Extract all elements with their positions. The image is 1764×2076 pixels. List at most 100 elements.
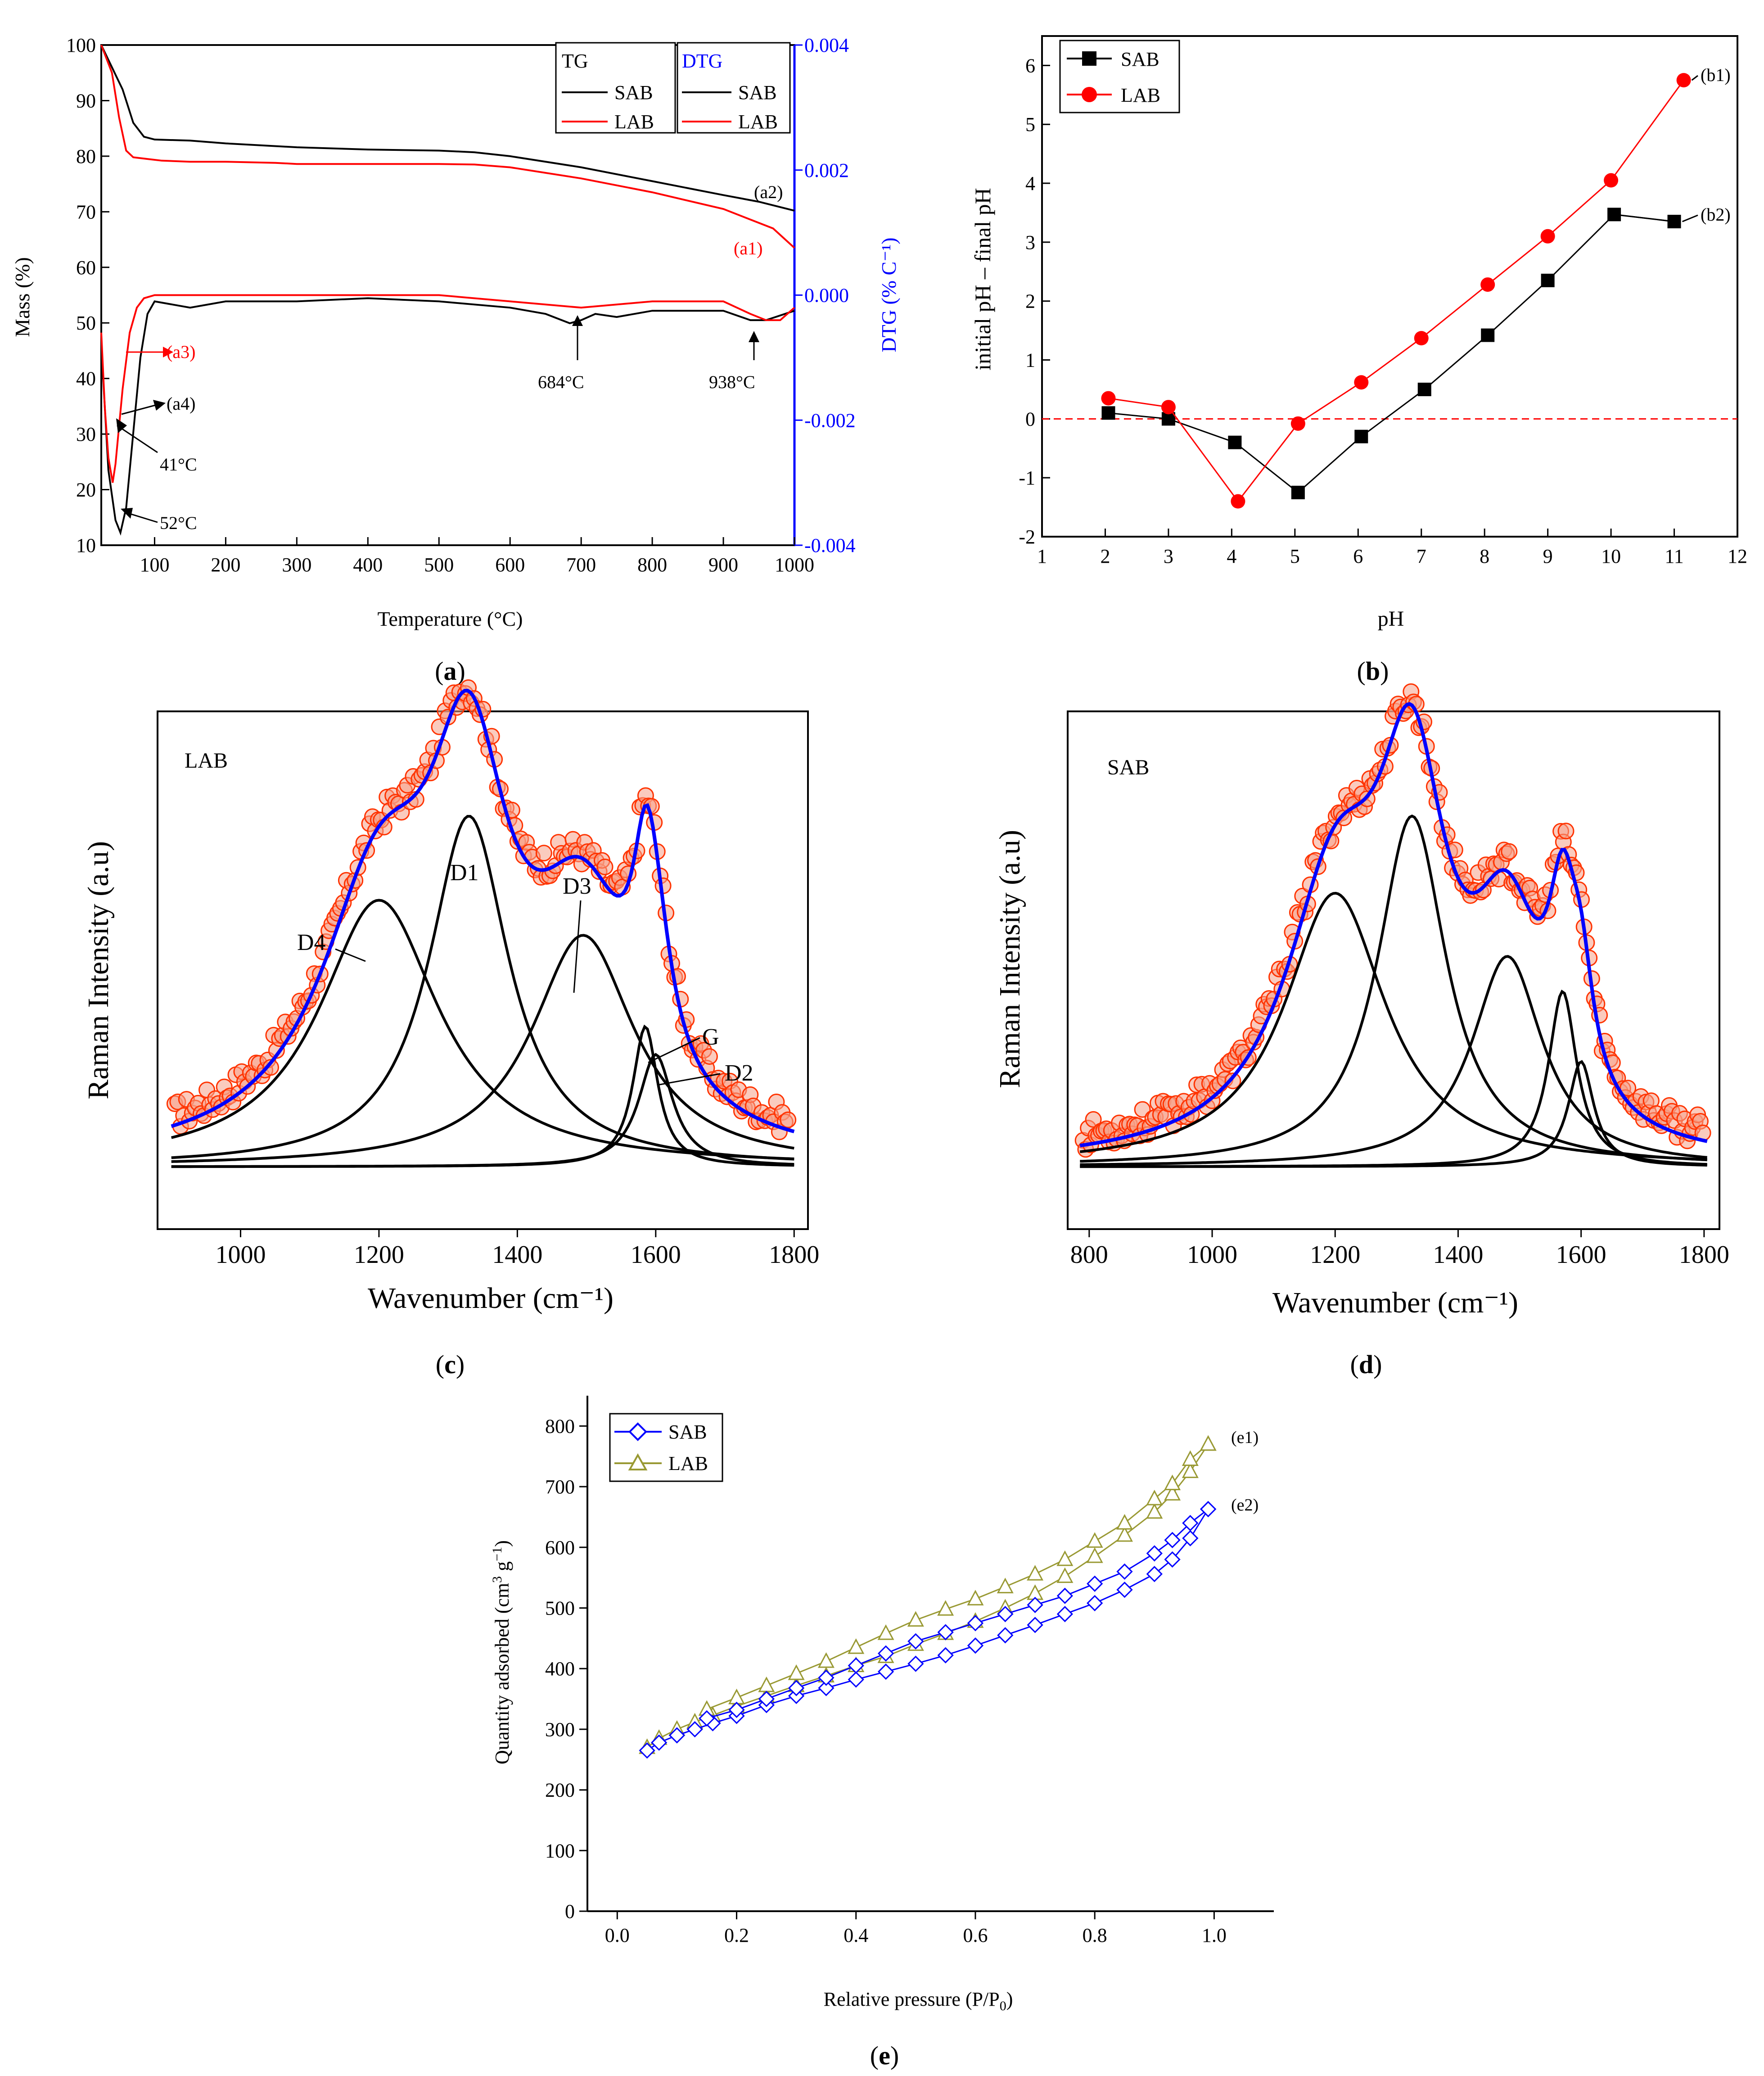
arrow-a3-head — [163, 347, 173, 357]
y-right-tick-label: 0.002 — [804, 159, 849, 181]
panel-c-xlabel: Wavenumber (cm⁻¹) — [368, 1282, 614, 1315]
data-point-lab — [1101, 391, 1116, 406]
x-tick-label: 0.6 — [963, 1924, 988, 1946]
panel-e: 0.0 0.2 0.4 0.6 0.8 1.0 0 100 200 300 400 500 600 700… — [490, 1396, 1274, 2070]
annotation-b1-leader — [1691, 75, 1698, 81]
data-point-lab — [1200, 1435, 1217, 1451]
peak-arrow-d2 — [657, 1073, 721, 1086]
data-point-lab — [1086, 1547, 1103, 1563]
data-point-sab — [1146, 1545, 1163, 1562]
panel-a-ylabel: Mass (%) — [11, 257, 34, 337]
panel-d-curves — [1074, 683, 1711, 1168]
panel-c-ylabel: Raman Intensity (a.u) — [82, 841, 115, 1099]
data-point-sab — [967, 1637, 984, 1654]
raman-data-point — [1501, 843, 1518, 860]
y-tick-label: 4 — [1025, 172, 1035, 194]
panel-e-legend-sab-marker — [628, 1422, 647, 1441]
x-tick-label: 1 — [1037, 545, 1047, 567]
y-tick-label: 200 — [545, 1779, 575, 1801]
x-tick-label: 600 — [495, 554, 525, 576]
series-line-sab-tg — [100, 45, 795, 212]
x-tick-label: 0.4 — [844, 1924, 868, 1946]
data-point-sab — [788, 1680, 805, 1696]
y-tick-label: 60 — [76, 257, 96, 279]
arrow-a4-head — [153, 400, 166, 411]
x-tick-label: 10 — [1601, 545, 1621, 567]
y-tick-label: 70 — [76, 201, 96, 223]
y-tick-label: 0 — [565, 1900, 575, 1922]
y-right-tick-label: -0.002 — [804, 409, 856, 431]
panel-b-legend-lab-marker — [1082, 87, 1097, 102]
peak-component-d1 — [171, 815, 794, 1161]
x-tick-label: 3 — [1164, 545, 1173, 567]
annotation-41c: 41°C — [160, 454, 197, 475]
data-point-sab — [1164, 1532, 1181, 1548]
x-tick-label: 7 — [1417, 545, 1426, 567]
y-tick-label: -1 — [1019, 467, 1035, 489]
raman-data-point — [1085, 1111, 1102, 1128]
panel-a-ticks: 100 200 300 400 500 600 700 800 900 1000 10 20 30 40 5… — [66, 34, 856, 576]
data-point-sab — [1056, 1588, 1073, 1604]
data-point-sab — [758, 1691, 775, 1707]
data-point-lab — [1676, 73, 1691, 88]
y-tick-label: 80 — [76, 145, 96, 167]
data-point-lab — [1290, 416, 1305, 431]
peak-component-d1 — [1080, 814, 1707, 1163]
data-point-lab — [817, 1652, 835, 1668]
data-point-sab — [1101, 406, 1115, 420]
peak-arrow-d4 — [335, 948, 366, 962]
raman-data-point — [1620, 1080, 1637, 1097]
dtg-legend-lab-label: LAB — [738, 111, 778, 133]
x-tick-label: 1200 — [1310, 1241, 1360, 1269]
data-point-sab — [728, 1701, 745, 1718]
annotation-a1: (a1) — [734, 238, 762, 258]
y-tick-label: 2 — [1025, 290, 1035, 312]
data-point-sab — [1116, 1581, 1133, 1598]
series-line-sab — [1108, 213, 1674, 493]
data-point-lab — [848, 1638, 865, 1654]
x-tick-label: 1000 — [215, 1241, 266, 1269]
panel-b-plot-frame — [1041, 35, 1738, 538]
panel-d: 800 1000 1200 1400 1600 1800 SAB Wavenumber (… — [993, 683, 1729, 1379]
x-tick-label: 400 — [353, 554, 383, 576]
panel-b-legend-lab-label: LAB — [1121, 84, 1160, 106]
data-point-lab — [1182, 1450, 1199, 1466]
data-point-lab — [1056, 1567, 1074, 1583]
x-tick-label: 4 — [1227, 545, 1236, 567]
peak-label-g: G — [702, 1024, 719, 1050]
panel-d-label: (d) — [1350, 1350, 1382, 1379]
panel-c: 1000 1200 1400 1600 1800 LAB D4 D1 D3 G D2 W… — [82, 679, 819, 1379]
panel-b-xlabel: pH — [1378, 607, 1404, 631]
data-point-sab — [1182, 1530, 1199, 1547]
raman-data-point — [535, 845, 552, 862]
y-tick-label: 30 — [76, 423, 96, 445]
tg-legend-lab-label: LAB — [614, 111, 654, 133]
data-point-lab — [1231, 494, 1245, 509]
arrow-52c-head — [121, 508, 133, 519]
data-point-lab — [1116, 1514, 1133, 1530]
data-point-sab — [877, 1645, 894, 1662]
panel-d-ticks: 800 1000 1200 1400 1600 1800 — [1070, 1229, 1729, 1269]
dtg-legend-sab-label: SAB — [738, 81, 777, 104]
dtg-legend-title: DTG — [682, 50, 722, 72]
panel-c-curves — [166, 679, 797, 1168]
y-tick-label: 90 — [76, 90, 96, 112]
data-point-sab — [848, 1671, 864, 1688]
panel-e-legend-lab-marker — [628, 1453, 648, 1470]
series-line-lab-dtg — [100, 294, 795, 483]
data-point-sab — [877, 1663, 894, 1680]
data-point-lab — [1164, 1474, 1181, 1490]
raman-data-point — [1224, 1072, 1241, 1090]
annotation-a3: (a3) — [167, 342, 195, 362]
envelope-fit-line — [171, 688, 795, 1134]
arrow-52c — [128, 512, 158, 523]
raman-data-point — [1557, 823, 1575, 840]
annotation-e1: (e1) — [1231, 1428, 1259, 1447]
data-point-lab — [1086, 1532, 1103, 1548]
x-tick-label: 1000 — [1187, 1241, 1237, 1269]
x-tick-label: 1400 — [492, 1241, 542, 1269]
series-line-lab-tg — [100, 45, 795, 249]
data-point-lab — [1354, 375, 1369, 390]
panel-e-ylabel: Quantity adsorbed (cm3 g−1) — [490, 1540, 513, 1764]
